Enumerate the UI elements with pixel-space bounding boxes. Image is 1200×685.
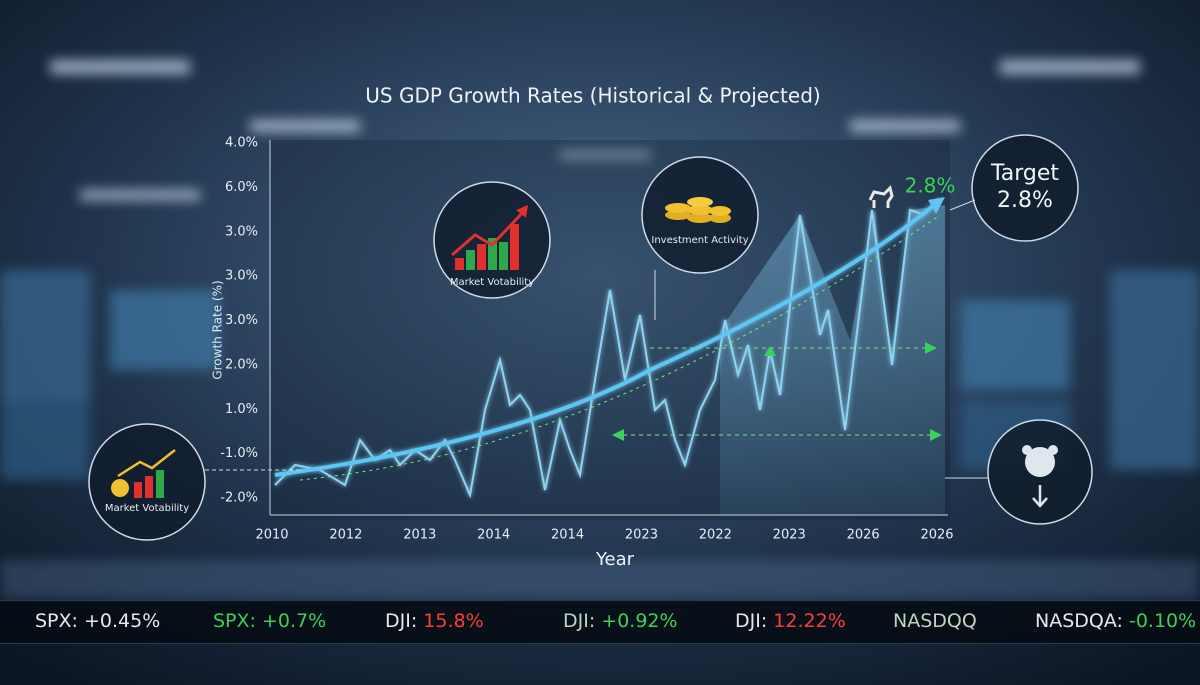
x-tick-label: 2023 bbox=[773, 528, 806, 543]
callout: Market Votability bbox=[88, 423, 300, 541]
y-tick-label: -2.0% bbox=[220, 491, 258, 506]
y-ticks: 4.0% 6.0% 3.0% 3.0% 3.0% 2.0% 1.0% -1.0% -2.0% bbox=[220, 136, 258, 506]
x-ticks: 2010 2012 2013 2014 2014 2023 2022 2023 2026 2026 bbox=[255, 528, 953, 543]
jagged-line bbox=[274, 208, 926, 499]
ticker-item: DJI: 15.8% bbox=[385, 610, 484, 632]
ticker-change: +0.7% bbox=[261, 610, 327, 632]
ticker-change: 15.8% bbox=[423, 610, 484, 632]
ticker-item: DJI: +0.92% bbox=[563, 610, 678, 632]
marker-up bbox=[764, 346, 776, 356]
guide-arrow bbox=[925, 342, 937, 354]
y-tick-label: 6.0% bbox=[225, 180, 258, 195]
line-end-label: 2.8% bbox=[905, 174, 956, 198]
y-tick-label: 3.0% bbox=[225, 224, 258, 239]
x-tick-label: 2022 bbox=[699, 528, 732, 543]
chart-title: US GDP Growth Rates (Historical & Projec… bbox=[365, 84, 820, 108]
y-axis-title: Growth Rate (%) bbox=[211, 280, 225, 379]
callout: Market Votability bbox=[433, 181, 551, 299]
x-tick-label: 2026 bbox=[847, 528, 880, 543]
x-tick-label: 2026 bbox=[920, 528, 953, 543]
y-tick-label: -1.0% bbox=[220, 446, 258, 461]
x-tick-label: 2012 bbox=[329, 528, 362, 543]
x-tick-label: 2014 bbox=[551, 528, 584, 543]
y-tick-label: 2.0% bbox=[225, 357, 258, 372]
trend-line bbox=[274, 198, 942, 477]
x-axis-title: Year bbox=[595, 549, 635, 570]
y-tick-label: 4.0% bbox=[225, 136, 258, 151]
ticker-item: SPX: +0.45% bbox=[35, 610, 160, 632]
ticker-symbol: DJI: bbox=[735, 610, 768, 632]
x-tick-label: 2013 bbox=[403, 528, 436, 543]
ticker-symbol: SPX: bbox=[213, 610, 256, 632]
ticker-symbol: DJI: bbox=[563, 610, 596, 632]
ticker-item: SPX: +0.7% bbox=[213, 610, 326, 632]
x-tick-label: 2010 bbox=[255, 528, 288, 543]
trend-arrow bbox=[928, 197, 945, 214]
area-fill bbox=[720, 205, 945, 515]
ticker-symbol: DJI: bbox=[385, 610, 418, 632]
ticker-change: -0.10% bbox=[1128, 610, 1197, 632]
callout-label: Market Votability bbox=[450, 277, 534, 288]
y-tick-label: 1.0% bbox=[225, 402, 258, 417]
ticker-item: NASDQQ bbox=[893, 610, 977, 632]
callout-label: Market Votability bbox=[105, 503, 189, 514]
target-value: 2.8% bbox=[997, 188, 1053, 213]
x-tick-label: 2023 bbox=[625, 528, 658, 543]
ticker-change: +0.92% bbox=[601, 610, 678, 632]
ticker-symbol: SPX: bbox=[35, 610, 78, 632]
ticker-change: +0.45% bbox=[83, 610, 161, 632]
ticker-symbol: NASDQA: bbox=[1035, 610, 1123, 632]
target-callout: Target 2.8% bbox=[949, 134, 1079, 242]
bear-callout bbox=[945, 419, 1093, 525]
ticker-item: NASDQA: -0.10% bbox=[1035, 610, 1196, 632]
callout-label: Investment Activity bbox=[651, 235, 748, 246]
ticker-change: 12.22% bbox=[773, 610, 846, 632]
bull-icon bbox=[868, 185, 894, 208]
y-tick-label: 3.0% bbox=[225, 269, 258, 284]
callout: Investment Activity bbox=[641, 156, 759, 320]
blurred-room bbox=[0, 60, 1200, 600]
ticker-symbol: NASDQQ bbox=[893, 610, 977, 632]
projection-line bbox=[299, 214, 941, 481]
guide-arrow bbox=[612, 429, 624, 441]
ticker-bar: SPX: +0.45% SPX: +0.7% DJI: 15.8% DJI: +… bbox=[0, 600, 1200, 644]
ticker-item: DJI: 12.22% bbox=[735, 610, 846, 632]
x-tick-label: 2014 bbox=[477, 528, 510, 543]
y-tick-label: 3.0% bbox=[225, 313, 258, 328]
guide-arrow bbox=[930, 429, 942, 441]
target-label: Target bbox=[990, 161, 1059, 186]
